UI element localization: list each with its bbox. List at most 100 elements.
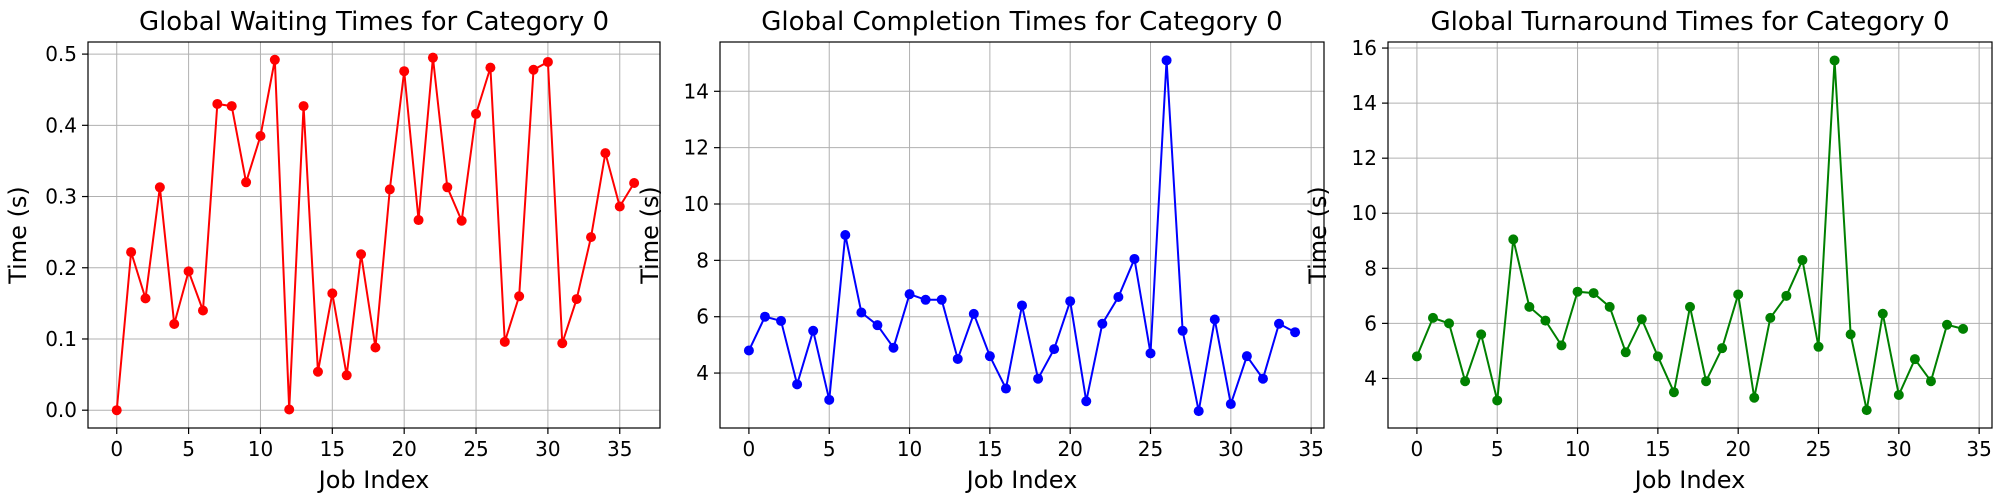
x-tick-label: 25 <box>1138 437 1163 461</box>
data-point <box>1492 395 1503 406</box>
data-point <box>341 370 352 381</box>
x-tick-label: 10 <box>897 437 922 461</box>
x-tick-label: 15 <box>977 437 1002 461</box>
data-point <box>1274 318 1285 329</box>
data-point <box>1604 301 1615 312</box>
data-point <box>442 182 453 193</box>
x-tick-label: 35 <box>607 437 632 461</box>
data-point <box>1797 255 1808 266</box>
data-point <box>456 215 467 226</box>
data-point <box>528 64 539 75</box>
y-axis-label: Time (s) <box>636 186 664 285</box>
data-point <box>1209 314 1220 325</box>
data-point <box>968 308 979 319</box>
data-point <box>1000 383 1011 394</box>
data-point <box>759 311 770 322</box>
data-point <box>1177 325 1188 336</box>
data-point <box>427 52 438 63</box>
data-point <box>571 294 582 305</box>
data-point <box>154 182 165 193</box>
data-point <box>1909 354 1920 365</box>
data-point <box>312 366 323 377</box>
data-point <box>284 404 295 415</box>
x-axis-label: Job Index <box>1633 466 1746 494</box>
turnaround-times-chart: 0 5 10 15 20 25 30 35 4 6 8 10 12 14 16 Global Turnarou… <box>1304 7 1993 494</box>
data-point <box>1161 55 1172 66</box>
data-point <box>327 288 338 299</box>
data-point <box>1717 343 1728 354</box>
data-point <box>856 307 867 318</box>
data-point <box>269 54 280 65</box>
y-tick-label: 12 <box>684 136 709 160</box>
data-point <box>1668 387 1679 398</box>
data-point <box>499 336 510 347</box>
data-point <box>1290 327 1301 338</box>
data-point <box>743 345 754 356</box>
data-point <box>1257 373 1268 384</box>
data-point <box>1556 340 1567 351</box>
x-tick-label: 25 <box>463 437 488 461</box>
data-point <box>629 178 640 189</box>
data-point <box>1081 396 1092 407</box>
x-tick-label: 20 <box>1057 437 1082 461</box>
data-point <box>384 184 395 195</box>
data-point <box>1685 301 1695 312</box>
x-axis-label: Job Index <box>317 466 430 494</box>
x-tick-label: 15 <box>320 437 345 461</box>
data-point <box>1588 288 1599 299</box>
data-point <box>1129 253 1140 264</box>
data-point <box>1620 347 1631 358</box>
data-point <box>1113 291 1124 302</box>
data-point <box>485 62 496 73</box>
x-tick-label: 20 <box>1725 437 1750 461</box>
data-point <box>471 108 482 119</box>
data-point <box>776 315 787 326</box>
data-point <box>888 342 899 353</box>
y-tick-label: 6 <box>1364 311 1377 335</box>
series-line <box>748 60 1296 412</box>
data-point <box>984 351 995 362</box>
y-tick-label: 4 <box>696 361 709 385</box>
plot-frame <box>719 41 1325 429</box>
x-tick-label: 35 <box>1966 437 1991 461</box>
data-point <box>1540 315 1551 326</box>
data-point <box>1829 55 1840 66</box>
data-point <box>413 215 424 226</box>
data-point <box>824 394 835 405</box>
data-point <box>1877 308 1888 319</box>
data-point <box>514 291 525 302</box>
data-point <box>111 405 122 416</box>
y-tick-label: 14 <box>1352 91 1377 115</box>
y-tick-label: 10 <box>684 192 709 216</box>
x-tick-label: 20 <box>391 437 416 461</box>
chart-title: Global Waiting Times for Category 0 <box>139 7 609 37</box>
data-point <box>1097 318 1108 329</box>
y-tick-label: 14 <box>684 79 709 103</box>
x-tick-label: 30 <box>535 437 560 461</box>
data-point <box>808 325 819 336</box>
data-point <box>1033 373 1044 384</box>
y-tick-label: 0.5 <box>45 42 77 66</box>
data-point <box>952 353 963 364</box>
data-point <box>1460 376 1471 387</box>
data-point <box>1958 323 1969 334</box>
x-tick-label: 30 <box>1886 437 1911 461</box>
x-tick-label: 30 <box>1218 437 1243 461</box>
y-tick-label: 0.4 <box>45 113 77 137</box>
data-point <box>1861 405 1872 416</box>
data-point <box>1636 314 1647 325</box>
data-point <box>1193 406 1204 417</box>
y-tick-label: 4 <box>1364 366 1377 390</box>
y-tick-label: 12 <box>1352 146 1377 170</box>
data-point <box>212 98 223 109</box>
data-point <box>1476 329 1487 340</box>
y-tick-label: 8 <box>696 248 709 272</box>
data-point <box>1444 318 1455 329</box>
data-point <box>1225 399 1236 410</box>
data-point <box>1749 392 1760 403</box>
data-point <box>255 131 266 142</box>
data-point <box>614 201 625 212</box>
waiting-times-chart: 0 5 10 15 20 25 30 35 0.0 0.1 0.2 0.3 0.4 0.5 Global W… <box>4 7 661 494</box>
y-tick-label: 10 <box>1352 201 1377 225</box>
